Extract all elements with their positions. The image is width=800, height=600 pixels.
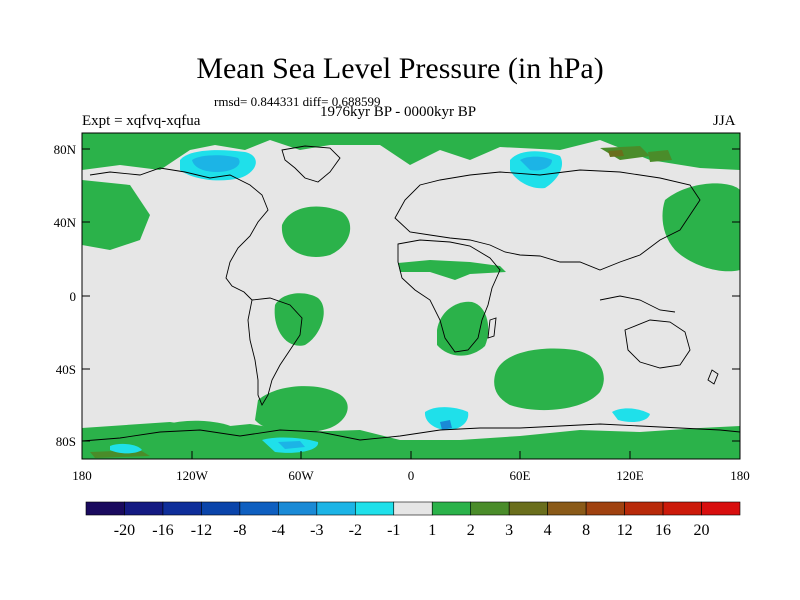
green-region-sahara bbox=[398, 260, 506, 280]
blue-region-ross-sea bbox=[278, 441, 305, 449]
green-region-n-atlantic bbox=[281, 206, 351, 257]
colorbar-label: 16 bbox=[655, 522, 671, 539]
x-tick-label-120e: 120E bbox=[616, 468, 644, 483]
colorbar-swatch bbox=[85, 501, 125, 516]
colorbar-swatch bbox=[431, 501, 472, 516]
period-label: 1976kyr BP - 0000kyr BP bbox=[320, 104, 477, 120]
green-region-ne-pacific bbox=[662, 183, 740, 272]
colorbar-label: 3 bbox=[505, 522, 513, 539]
x-axis-ticks bbox=[81, 451, 741, 459]
colorbar-label: 2 bbox=[467, 522, 475, 539]
coastline-madagascar bbox=[487, 317, 497, 339]
colorbar-label: 4 bbox=[544, 522, 552, 539]
colorbar-label: 20 bbox=[694, 522, 710, 539]
coastline-antarctica bbox=[82, 423, 740, 442]
colorbar-swatch bbox=[470, 501, 510, 516]
colorbar-label: -4 bbox=[272, 522, 285, 539]
colorbar-label: -12 bbox=[191, 522, 212, 539]
coastline-new-zealand bbox=[707, 369, 719, 385]
green-region-s-indian bbox=[494, 348, 604, 411]
coastlines bbox=[82, 145, 740, 442]
coastline-indonesia bbox=[599, 295, 676, 313]
colorbar-label: -16 bbox=[152, 522, 173, 539]
green-region-e-pacific bbox=[274, 293, 324, 346]
brown-patch-siberia bbox=[608, 150, 624, 157]
colorbar-swatch bbox=[508, 501, 548, 516]
colorbar-swatch bbox=[278, 501, 318, 516]
colorbar-swatch bbox=[662, 501, 702, 516]
blue-region-canadian-arctic bbox=[192, 155, 240, 172]
green-region-w-pacific bbox=[82, 180, 150, 250]
colorbar-swatch bbox=[547, 501, 587, 516]
x-tick-label-180e: 180 bbox=[730, 468, 750, 483]
y-tick-label-80s: 80S bbox=[56, 434, 76, 449]
colorbar-swatch bbox=[239, 501, 279, 516]
page-title: Mean Sea Level Pressure (in hPa) bbox=[196, 52, 604, 85]
x-tick-label-180w: 180 bbox=[72, 468, 92, 483]
x-tick-label-120w: 120W bbox=[176, 468, 209, 483]
colorbar-swatch bbox=[701, 501, 741, 516]
blue-region-antarctic-atlantic bbox=[440, 420, 452, 430]
anomaly-fill-layer bbox=[82, 133, 740, 459]
coastline-africa bbox=[397, 239, 501, 353]
cyan-region-antarctic-east bbox=[612, 408, 650, 422]
green-region-southern-ocean-band bbox=[82, 422, 740, 459]
colorbar-label: 8 bbox=[582, 522, 590, 539]
colorbar-label: -20 bbox=[114, 522, 135, 539]
coastline-europe-asia bbox=[394, 169, 701, 271]
cyan-region-amundsen bbox=[110, 443, 142, 454]
y-tick-label-0: 0 bbox=[70, 289, 77, 304]
colorbar-label: -3 bbox=[310, 522, 323, 539]
y-tick-label-40n: 40N bbox=[54, 215, 77, 230]
colorbar-swatch bbox=[354, 501, 395, 516]
colorbar-swatch bbox=[162, 501, 202, 516]
colorbar-swatch bbox=[316, 501, 356, 516]
x-tick-label-0: 0 bbox=[408, 468, 415, 483]
colorbar-swatch bbox=[624, 501, 664, 516]
colorbar-labels: -20 -16 -12 -8 -4 -3 -2 -1 1 2 3 4 8 12 16 20 bbox=[114, 522, 710, 539]
x-tick-label-60e: 60E bbox=[510, 468, 531, 483]
colorbar-swatch bbox=[393, 501, 433, 516]
y-tick-label-80n: 80N bbox=[54, 142, 77, 157]
blue-region-barents bbox=[520, 156, 552, 171]
experiment-label: Expt = xqfvq-xqfua bbox=[82, 113, 201, 129]
colorbar-swatch bbox=[201, 501, 241, 516]
coastline-australia bbox=[624, 319, 691, 369]
colorbar-label: -1 bbox=[387, 522, 400, 539]
green-region-s-atlantic bbox=[255, 386, 348, 434]
x-tick-label-60w: 60W bbox=[288, 468, 314, 483]
colorbar bbox=[85, 501, 741, 516]
season-label: JJA bbox=[713, 113, 736, 129]
map-field-background bbox=[82, 133, 740, 459]
olive-patch-ne-siberia bbox=[648, 150, 672, 162]
y-tick-label-40s: 40S bbox=[56, 362, 76, 377]
colorbar-label: -2 bbox=[349, 522, 362, 539]
rmsd-diff-stats: rmsd= 0.844331 diff= 0.688599 bbox=[214, 94, 381, 109]
colorbar-label: 12 bbox=[617, 522, 633, 539]
colorbar-swatch bbox=[585, 501, 625, 516]
coastline-north-america bbox=[89, 167, 269, 301]
coastline-greenland bbox=[281, 145, 341, 183]
coastline-south-america bbox=[247, 297, 303, 407]
y-axis-ticks bbox=[82, 148, 740, 442]
colorbar-label: 1 bbox=[428, 522, 436, 539]
olive-patch-siberia bbox=[600, 146, 650, 160]
colorbar-label: -8 bbox=[233, 522, 246, 539]
cyan-region-antarctic-atlantic bbox=[424, 407, 469, 430]
green-region-arctic-band bbox=[82, 133, 740, 170]
green-region-south-africa bbox=[437, 301, 489, 356]
colorbar-swatch bbox=[124, 501, 164, 516]
